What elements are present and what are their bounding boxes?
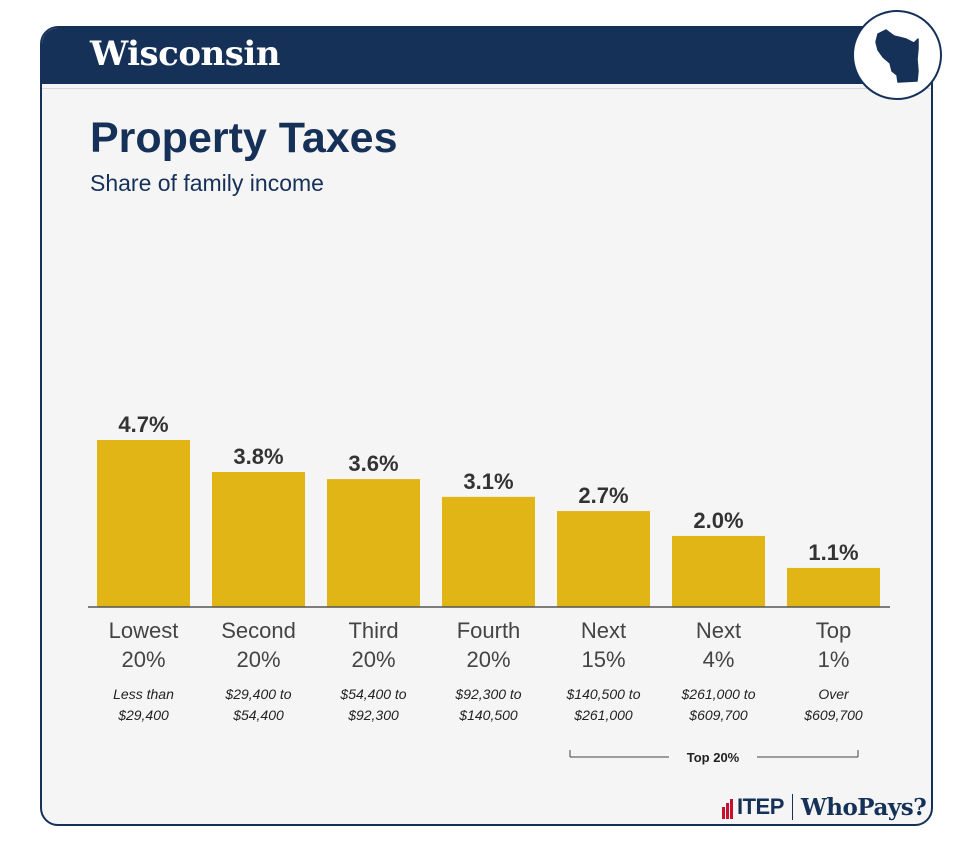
category-label-7: 1% (818, 647, 850, 672)
itep-logo-icon (722, 795, 734, 819)
category-label-6: 4% (703, 647, 735, 672)
itep-logo-text: ITEP (737, 794, 784, 819)
income-range-label-5: $261,000 (573, 707, 633, 723)
income-range-label-5: $140,500 to (566, 686, 641, 702)
income-range-label-3: $92,300 (347, 707, 399, 723)
chart-subtitle: Share of family income (90, 170, 324, 196)
wisconsin-state-icon (852, 10, 942, 100)
category-label-1: Lowest (109, 618, 179, 643)
bar-1 (97, 440, 190, 607)
income-range-label-6: $261,000 to (681, 686, 756, 702)
bar-4 (442, 496, 535, 607)
bar-value-label-4: 3.1% (463, 469, 513, 494)
header-bar: Wisconsin (42, 28, 931, 84)
category-label-1: 20% (121, 647, 165, 672)
income-range-label-1: Less than (113, 686, 174, 702)
bar-value-label-5: 2.7% (578, 483, 628, 508)
bracket-label: Top 20% (687, 750, 740, 765)
category-label-2: 20% (236, 647, 280, 672)
footer-logos: ITEP WhoPays? (722, 790, 927, 824)
bar-5 (557, 511, 650, 607)
category-label-5: 15% (581, 647, 625, 672)
bar-6 (672, 535, 765, 607)
bar-value-label-2: 3.8% (233, 444, 283, 469)
income-range-label-4: $92,300 to (454, 686, 521, 702)
income-range-label-7: Over (818, 686, 850, 702)
category-label-7: Top (816, 618, 851, 643)
income-range-label-4: $140,500 (458, 707, 518, 723)
chart-title: Property Taxes (90, 114, 398, 162)
income-range-label-2: $29,400 to (224, 686, 291, 702)
category-label-4: 20% (466, 647, 510, 672)
bar-2 (212, 471, 305, 607)
chart-card: Wisconsin (40, 26, 933, 826)
category-label-3: 20% (351, 647, 395, 672)
income-range-label-2: $54,400 (232, 707, 284, 723)
category-label-5: Next (581, 618, 626, 643)
footer-divider (791, 794, 793, 820)
income-range-label-7: $609,700 (803, 707, 863, 723)
bar-7 (787, 567, 880, 607)
bar-value-label-6: 2.0% (693, 508, 743, 533)
whopays-logo-text: WhoPays? (800, 793, 927, 821)
category-label-4: Fourth (457, 618, 521, 643)
state-name: Wisconsin (90, 34, 281, 74)
income-range-label-1: $29,400 (117, 707, 169, 723)
category-label-3: Third (348, 618, 398, 643)
bar-value-label-1: 4.7% (118, 412, 168, 437)
income-range-label-6: $609,700 (688, 707, 748, 723)
bar-value-label-7: 1.1% (808, 540, 858, 565)
bar-value-label-3: 3.6% (348, 451, 398, 476)
income-range-label-3: $54,400 to (339, 686, 406, 702)
category-label-6: Next (696, 618, 741, 643)
category-label-2: Second (221, 618, 296, 643)
header-divider (42, 88, 931, 89)
bar-3 (327, 479, 420, 607)
